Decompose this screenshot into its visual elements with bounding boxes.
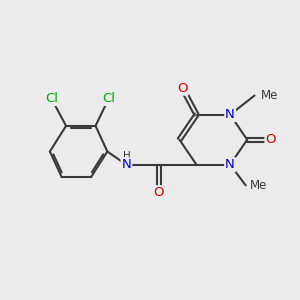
Text: Me: Me [250,179,268,192]
Text: N: N [122,158,131,171]
Text: Cl: Cl [102,92,115,105]
Text: O: O [266,133,276,146]
Text: O: O [177,82,188,95]
Text: N: N [225,158,235,171]
Text: N: N [225,108,235,121]
Text: Cl: Cl [45,92,58,105]
Text: H: H [123,152,130,161]
Text: O: O [154,186,164,199]
Text: Me: Me [260,89,278,102]
